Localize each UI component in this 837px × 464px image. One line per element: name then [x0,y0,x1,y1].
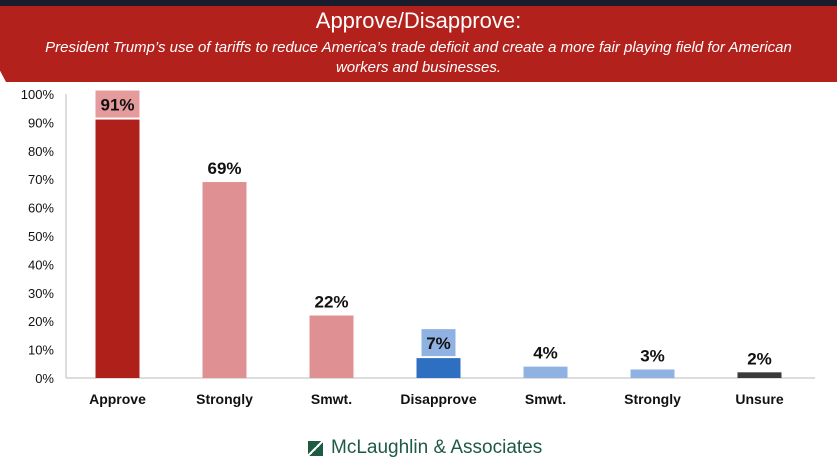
data-label-box [95,90,140,118]
brand-logo-icon [308,440,323,456]
y-tick-label: 0% [35,371,54,386]
x-tick-label: Approve [89,391,146,407]
chart-subtitle: President Trump’s use of tariffs to redu… [45,39,792,76]
bar [630,369,675,378]
data-label-box [421,329,456,357]
data-label: 7% [426,334,451,353]
x-tick-label: Smwt. [525,391,566,407]
data-label: 22% [314,293,348,312]
y-tick-label: 70% [28,172,54,187]
x-tick-label: Smwt. [311,391,352,407]
y-tick-label: 20% [28,314,54,329]
y-tick-label: 30% [28,286,54,301]
data-label: 2% [747,349,772,368]
y-tick-label: 40% [28,257,54,272]
data-label: 91% [100,96,134,115]
title-banner [0,6,837,82]
data-label: 69% [207,159,241,178]
y-tick-label: 80% [28,144,54,159]
x-tick-label: Unsure [735,391,783,407]
data-label: 3% [640,346,665,365]
y-tick-label: 60% [28,201,54,216]
bar [202,182,247,378]
top-frame [0,0,837,6]
bar [309,315,354,378]
y-tick-label: 100% [21,87,55,102]
y-tick-label: 10% [28,343,54,358]
brand-name: McLaughlin & Associates [331,437,543,458]
x-tick-label: Strongly [196,391,253,407]
data-label: 4% [533,344,558,363]
y-tick-label: 50% [28,229,54,244]
x-tick-label: Disapprove [400,391,476,407]
chart-title: Approve/Disapprove: [315,8,522,33]
y-tick-label: 90% [28,115,54,130]
bar [95,119,140,378]
bar [523,366,568,378]
bar [416,358,461,378]
footer-brand: McLaughlin & Associates [308,437,542,459]
x-tick-label: Strongly [624,391,681,407]
bar [737,372,782,378]
